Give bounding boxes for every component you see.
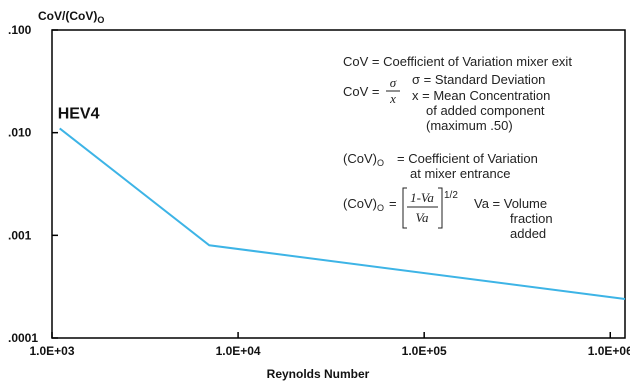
sigma-definition: σ = Standard Deviation — [412, 72, 545, 87]
x-tick-label: 1.0E+05 — [402, 344, 447, 358]
va-definition-line1: Va = Volume — [474, 196, 547, 211]
x-definition-line1: x = Mean Concentration — [412, 88, 550, 103]
y-tick-label: .001 — [8, 228, 32, 242]
formula-exponent: 1/2 — [444, 190, 458, 201]
series-layer: HEV4 — [58, 105, 626, 300]
va-definition-line3: added — [510, 226, 546, 241]
cov0-label: (CoV)O — [343, 151, 384, 168]
va-definition-line2: fraction — [510, 211, 553, 226]
cov-eq-denominator: x — [389, 91, 396, 106]
series-line-hev4 — [59, 127, 626, 300]
x-tick-label: 1.0E+03 — [29, 344, 74, 358]
plot-frame — [51, 29, 626, 339]
formula-right-bracket — [438, 187, 443, 229]
x-axis-title: Reynolds Number — [267, 367, 370, 381]
formula-denominator: Va — [416, 210, 430, 225]
formula-left-bracket — [402, 187, 407, 229]
formula-equals: = — [389, 196, 397, 211]
y-tick-label: .100 — [8, 23, 32, 37]
y-tick-label: .0001 — [8, 331, 38, 345]
formula-annotation: CoV = Coefficient of Variation mixer exi… — [343, 54, 572, 241]
y-axis-title: CoV/(CoV)O — [38, 9, 104, 25]
x-tick-label: 1.0E+06 — [588, 344, 630, 358]
formula-lhs: (CoV)O — [343, 196, 384, 213]
cov-definition: CoV = Coefficient of Variation mixer exi… — [343, 54, 572, 69]
x-definition-line3: (maximum .50) — [426, 118, 513, 133]
x-definition-line2: of added component — [426, 103, 545, 118]
series-label: HEV4 — [58, 105, 100, 122]
cov0-definition-line1: = Coefficient of Variation — [397, 151, 538, 166]
x-tick-label: 1.0E+04 — [216, 344, 261, 358]
y-tick-label: .010 — [8, 126, 32, 140]
cov-eq-numerator: σ — [390, 75, 397, 90]
cov-eq-lhs: CoV = — [343, 84, 380, 99]
axis-ticks: 1.0E+03 1.0E+04 1.0E+05 1.0E+06 .100 .010 .001… — [8, 23, 630, 358]
cov0-definition-line2: at mixer entrance — [410, 166, 510, 181]
formula-numerator: 1-Va — [410, 190, 434, 205]
